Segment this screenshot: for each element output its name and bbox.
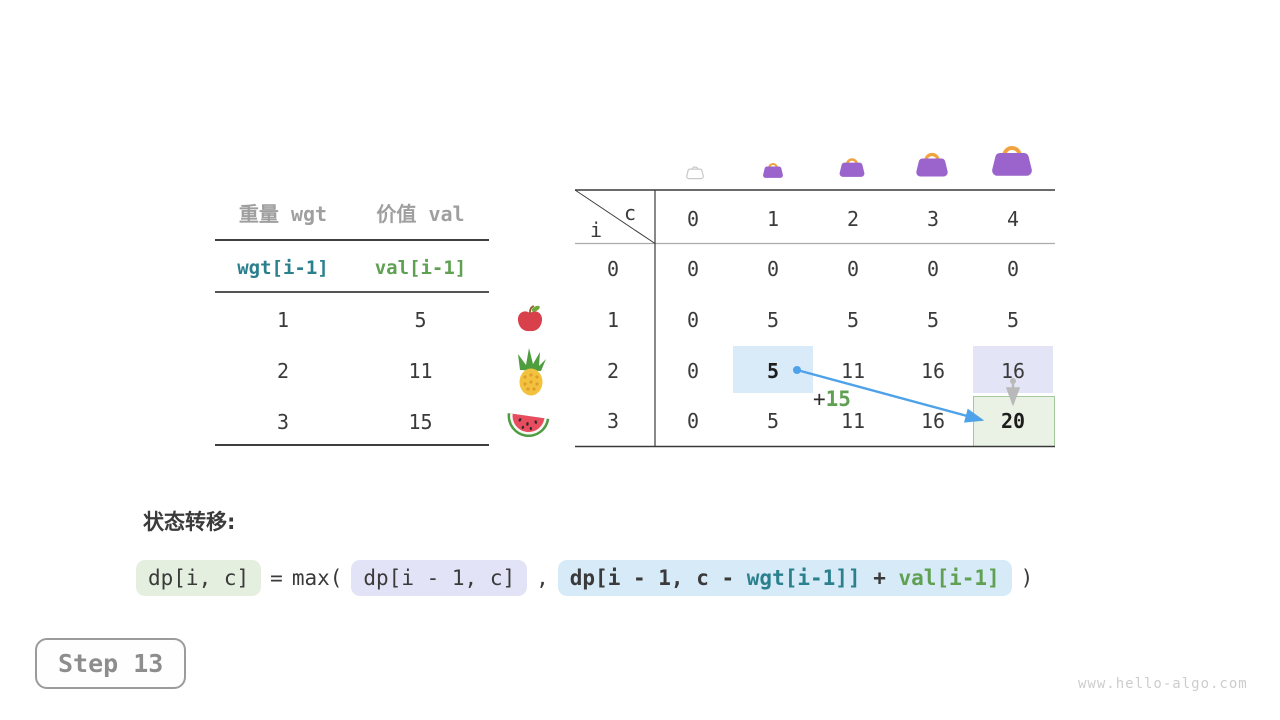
dp-cell: 0 (1006, 257, 1020, 281)
formula-max-open: max( (291, 566, 343, 590)
dp-cell: 5 (846, 308, 860, 332)
medium-bag-icon (837, 152, 867, 180)
dp-cell: 0 (686, 409, 700, 433)
dp-col-header: 2 (846, 207, 860, 231)
items-table-weight-header: 重量 wgt (238, 201, 328, 226)
items-table-cell: 2 (276, 359, 290, 383)
annotation-plus: + (813, 387, 826, 411)
watermelon-icon (507, 413, 550, 438)
dp-col-header: 1 (766, 207, 780, 231)
items-table-rule-bottom (215, 444, 489, 446)
items-table-rule-mid (215, 291, 489, 293)
items-table-value-header: 价值 val (376, 201, 465, 226)
dp-cell: 0 (846, 257, 860, 281)
items-table-rule-top (215, 239, 489, 241)
dp-cell: 16 (920, 359, 946, 383)
items-table-cell: 3 (276, 410, 290, 434)
items-table-cell: 1 (276, 308, 290, 332)
step-badge: Step 13 (35, 638, 187, 689)
dp-cell: 5 (766, 409, 780, 433)
dp-col-header: 3 (926, 207, 940, 231)
formula-dp-take-pill: dp[i - 1, c - wgt[i-1]] + val[i-1] (557, 560, 1012, 596)
dp-row-header: 1 (606, 308, 620, 332)
annotation-value: 15 (825, 387, 851, 411)
dp-cell: 5 (926, 308, 940, 332)
dp-corner-diagonal (574, 189, 656, 244)
dp-col-variable: c (624, 201, 637, 225)
formula-take-val: val[i-1] (898, 566, 1000, 590)
dp-cell: 16 (920, 409, 946, 433)
formula-comma: , (536, 566, 549, 590)
dp-col-header: 0 (686, 207, 700, 231)
formula-dp-above-pill: dp[i - 1, c] (351, 560, 528, 596)
dp-cell: 0 (686, 359, 700, 383)
items-table-cell: 5 (414, 308, 427, 332)
dp-cell: 0 (766, 257, 780, 281)
dp-cell: 0 (926, 257, 940, 281)
formula-close-paren: ) (1020, 566, 1034, 590)
dp-row-header: 3 (606, 409, 620, 433)
formula-take-plus: + (860, 566, 899, 590)
watermark: www.hello-algo.com (1078, 676, 1248, 692)
dp-row-header: 2 (606, 359, 620, 383)
apple-icon (517, 305, 543, 332)
dp-cell: 5 (1006, 308, 1020, 332)
pineapple-icon (518, 348, 546, 396)
dp-cell-current: 20 (1000, 409, 1026, 433)
formula-take-part1: dp[i - 1, c - (569, 566, 747, 590)
dp-row-header: 0 (606, 257, 620, 281)
dp-col-header: 4 (1006, 207, 1020, 231)
dp-cell: 5 (766, 308, 780, 332)
items-table-cell: 11 (408, 359, 433, 383)
dp-cell-above: 16 (1000, 359, 1026, 383)
transition-annotation: +15 (813, 387, 851, 411)
dp-cell: 0 (686, 308, 700, 332)
dp-row-variable: i (590, 218, 603, 242)
items-table-val-subheader: val[i-1] (374, 257, 467, 279)
dp-cell: 0 (686, 257, 700, 281)
xlarge-bag-icon (988, 136, 1036, 180)
formula-equals: = (270, 566, 283, 590)
dp-cell-source: 5 (766, 359, 780, 383)
formula-take-wgt: wgt[i-1]] (746, 566, 861, 590)
state-transition-formula: dp[i, c] = max( dp[i - 1, c] , dp[i - 1,… (136, 560, 1033, 596)
state-transition-label: 状态转移: (143, 510, 236, 534)
small-bag-icon (761, 158, 785, 180)
large-bag-icon (913, 145, 951, 180)
empty-bag-icon (685, 162, 705, 180)
items-table-wgt-subheader: wgt[i-1] (237, 257, 329, 279)
formula-dp-current-pill: dp[i, c] (136, 560, 262, 596)
items-table-cell: 15 (408, 410, 433, 434)
